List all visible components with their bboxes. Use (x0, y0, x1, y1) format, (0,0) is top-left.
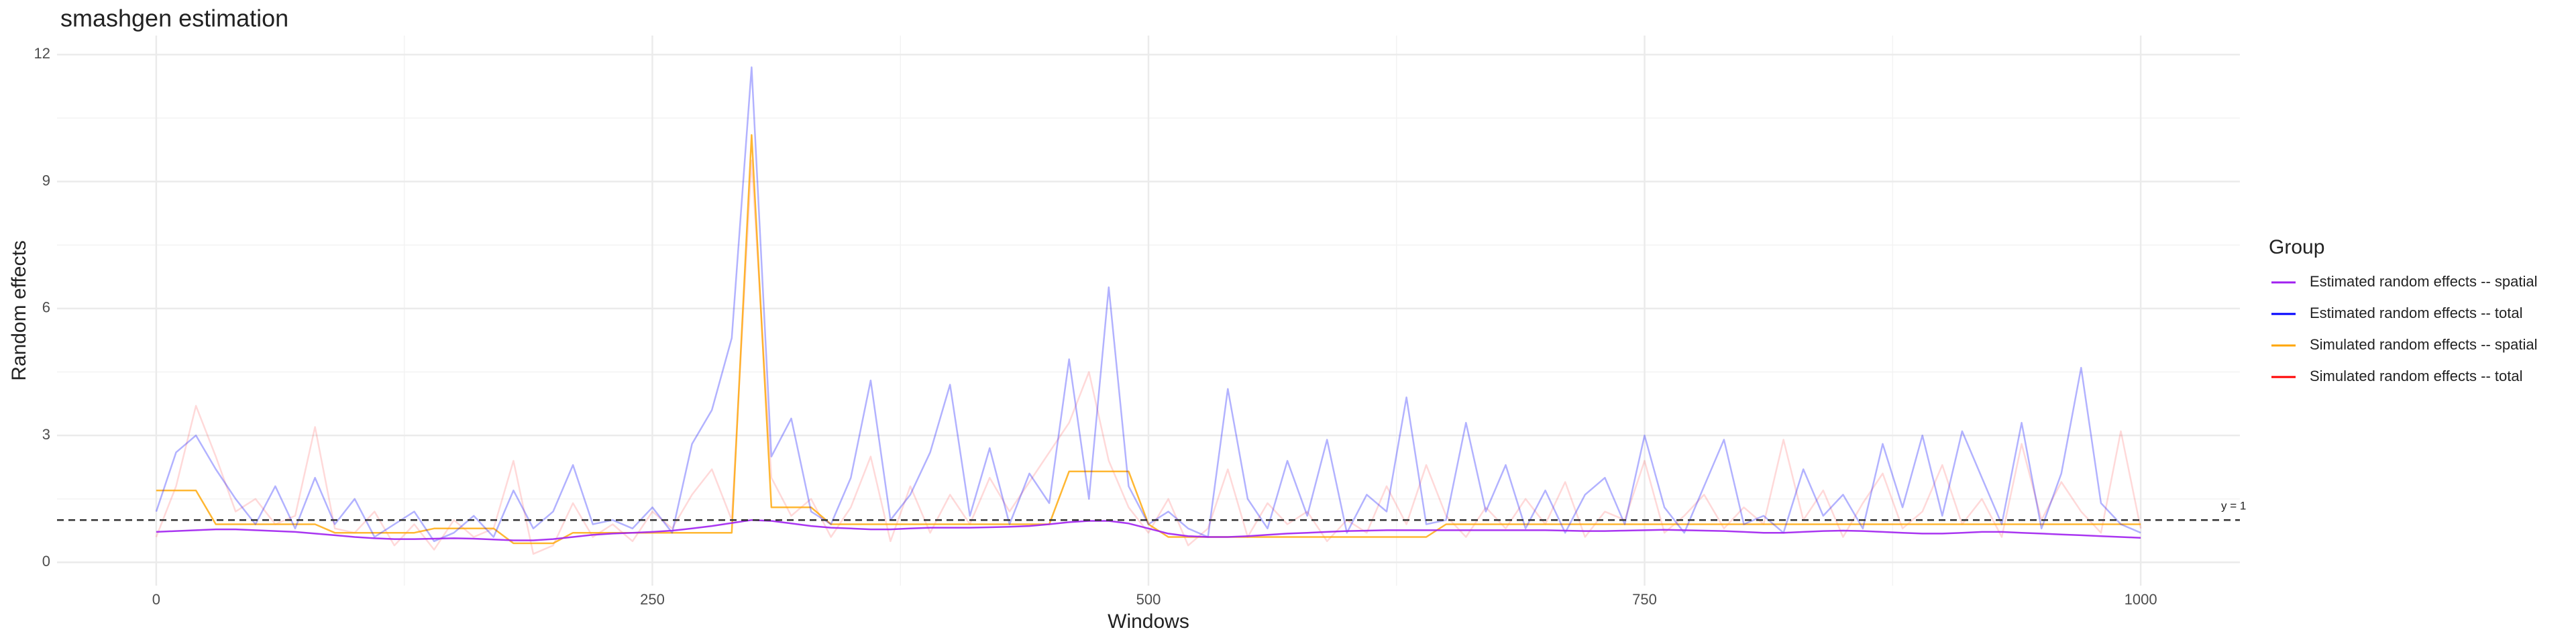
y-tick-label: 6 (42, 299, 50, 316)
series-line (156, 133, 2141, 545)
x-tick-label: 500 (1136, 591, 1161, 608)
legend-label: Estimated random effects -- spatial (2310, 273, 2538, 290)
y-tick-label: 3 (42, 426, 50, 443)
series-line (155, 66, 2141, 543)
legend-label: Simulated random effects -- spatial (2310, 336, 2538, 353)
legend-label: Simulated random effects -- total (2310, 368, 2523, 384)
series-line (156, 519, 2141, 541)
grid: 0 250 500 750 1000 0 3 6 9 12 (34, 36, 2240, 608)
x-axis-title: Windows (1108, 610, 1189, 633)
legend-title: Group (2269, 236, 2324, 258)
reference-label: y = 1 (2221, 500, 2246, 513)
legend: Estimated random effects -- spatial Estim… (2271, 273, 2538, 384)
y-tick-label: 9 (42, 172, 50, 189)
chart-title: smashgen estimation (60, 5, 288, 32)
legend-label: Estimated random effects -- total (2310, 305, 2523, 321)
y-tick-label: 12 (34, 45, 50, 62)
y-tick-label: 0 (42, 553, 50, 570)
x-tick-label: 250 (640, 591, 665, 608)
x-tick-label: 1000 (2125, 591, 2157, 608)
plot-area: y = 1 (57, 66, 2246, 555)
series-line (155, 159, 2142, 555)
x-tick-label: 750 (1632, 591, 1657, 608)
x-tick-label: 0 (152, 591, 160, 608)
y-axis-title: Random effects (8, 240, 30, 381)
